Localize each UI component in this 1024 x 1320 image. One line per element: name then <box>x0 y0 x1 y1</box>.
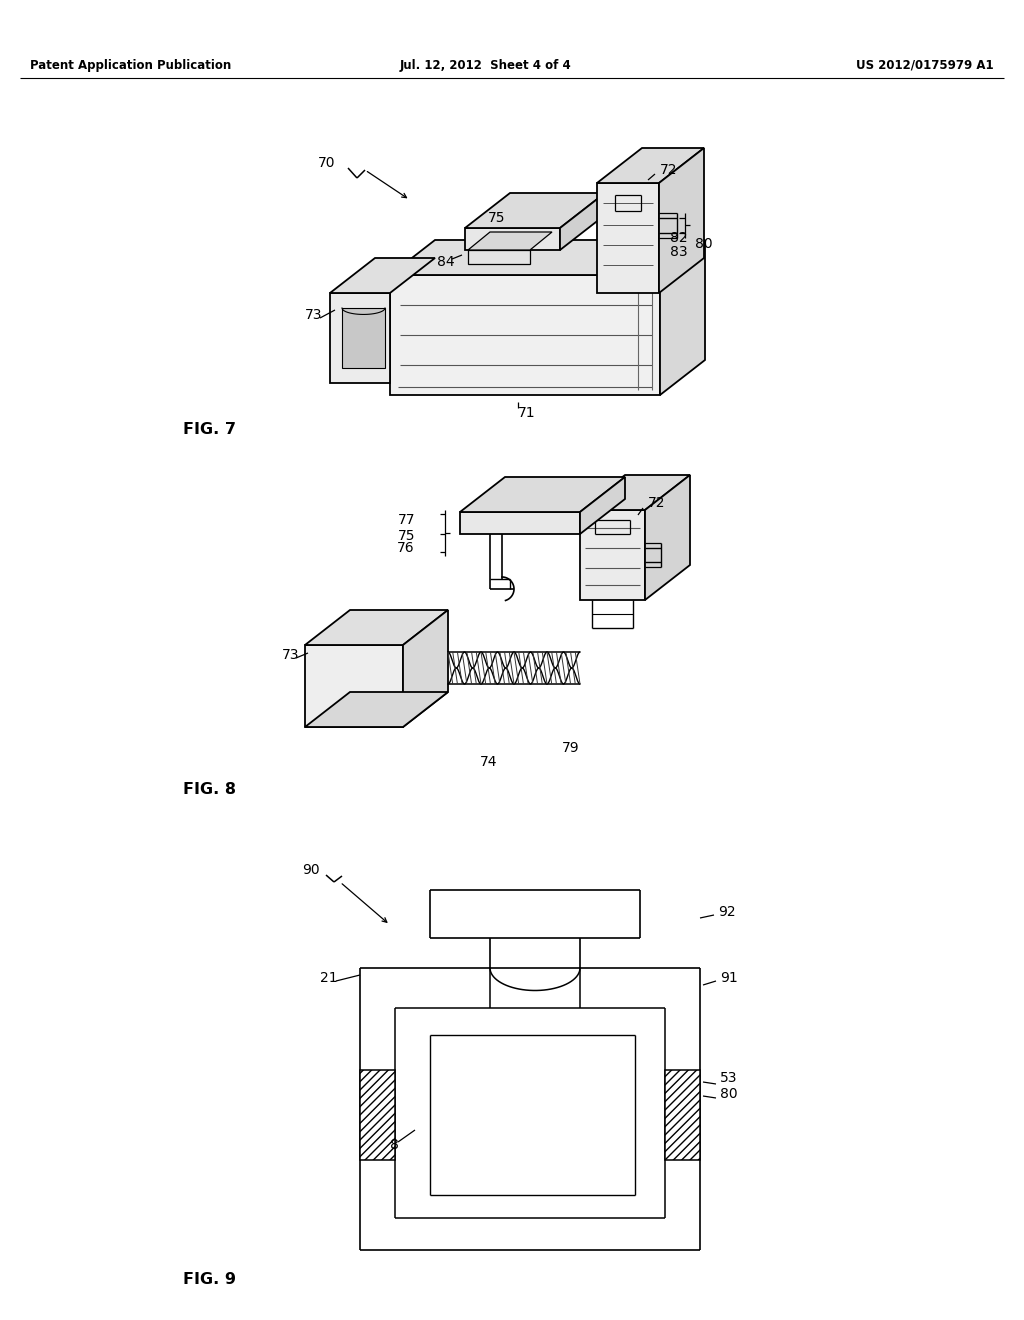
Text: 79: 79 <box>562 741 580 755</box>
Polygon shape <box>580 510 645 601</box>
Text: US 2012/0175979 A1: US 2012/0175979 A1 <box>856 58 994 71</box>
Polygon shape <box>305 692 449 727</box>
Polygon shape <box>330 293 390 383</box>
Polygon shape <box>468 249 530 264</box>
Text: 80: 80 <box>720 1086 737 1101</box>
Text: 71: 71 <box>518 407 536 420</box>
Text: 80: 80 <box>695 238 713 251</box>
Polygon shape <box>403 610 449 727</box>
Text: 73: 73 <box>282 648 299 663</box>
Polygon shape <box>305 645 403 727</box>
Polygon shape <box>580 475 690 510</box>
Text: Jul. 12, 2012  Sheet 4 of 4: Jul. 12, 2012 Sheet 4 of 4 <box>400 58 571 71</box>
Text: FIG. 9: FIG. 9 <box>183 1272 236 1287</box>
Polygon shape <box>468 232 552 249</box>
Text: 75: 75 <box>488 211 506 224</box>
Polygon shape <box>645 475 690 601</box>
Polygon shape <box>560 193 605 249</box>
Text: 75: 75 <box>397 529 415 543</box>
Text: 76: 76 <box>397 541 415 554</box>
Polygon shape <box>597 183 659 293</box>
Polygon shape <box>659 148 705 293</box>
Polygon shape <box>342 308 385 368</box>
Polygon shape <box>305 610 449 645</box>
Text: 91: 91 <box>720 972 737 985</box>
Polygon shape <box>390 275 660 395</box>
Text: 72: 72 <box>660 162 678 177</box>
Text: 90: 90 <box>302 863 319 876</box>
Text: 70: 70 <box>318 156 336 170</box>
Polygon shape <box>330 257 435 293</box>
Text: 92: 92 <box>718 906 735 919</box>
Polygon shape <box>460 477 625 512</box>
Text: Patent Application Publication: Patent Application Publication <box>30 58 231 71</box>
Text: 21: 21 <box>319 972 338 985</box>
Polygon shape <box>360 1071 395 1160</box>
Text: 82: 82 <box>670 231 688 246</box>
Polygon shape <box>465 228 560 249</box>
Text: 53: 53 <box>720 1071 737 1085</box>
Polygon shape <box>465 193 605 228</box>
Polygon shape <box>597 148 705 183</box>
Polygon shape <box>665 1071 700 1160</box>
Text: FIG. 7: FIG. 7 <box>183 422 236 437</box>
Polygon shape <box>580 477 625 535</box>
Text: 8: 8 <box>390 1138 399 1152</box>
Text: FIG. 8: FIG. 8 <box>183 783 236 797</box>
Polygon shape <box>460 512 580 535</box>
Text: 83: 83 <box>670 246 688 259</box>
Polygon shape <box>390 240 705 275</box>
Text: 77: 77 <box>397 513 415 527</box>
Text: 72: 72 <box>648 496 666 510</box>
Text: 84: 84 <box>437 255 455 269</box>
Polygon shape <box>660 240 705 395</box>
Text: 74: 74 <box>480 755 498 770</box>
Text: 73: 73 <box>305 308 323 322</box>
